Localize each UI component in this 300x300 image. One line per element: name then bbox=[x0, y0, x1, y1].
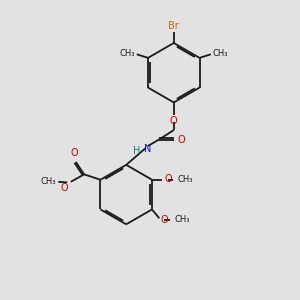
Text: CH₃: CH₃ bbox=[178, 175, 193, 184]
Text: CH₃: CH₃ bbox=[212, 49, 228, 58]
Text: CH₃: CH₃ bbox=[174, 215, 190, 224]
Text: O: O bbox=[70, 148, 78, 158]
Text: O: O bbox=[177, 135, 185, 145]
Text: O: O bbox=[161, 215, 169, 225]
Text: O: O bbox=[164, 174, 172, 184]
Text: CH₃: CH₃ bbox=[120, 49, 135, 58]
Text: N: N bbox=[144, 144, 152, 154]
Text: O: O bbox=[60, 183, 68, 193]
Text: O: O bbox=[170, 116, 178, 126]
Text: Br: Br bbox=[168, 20, 179, 31]
Text: H: H bbox=[133, 146, 140, 156]
Text: CH₃: CH₃ bbox=[40, 177, 56, 186]
